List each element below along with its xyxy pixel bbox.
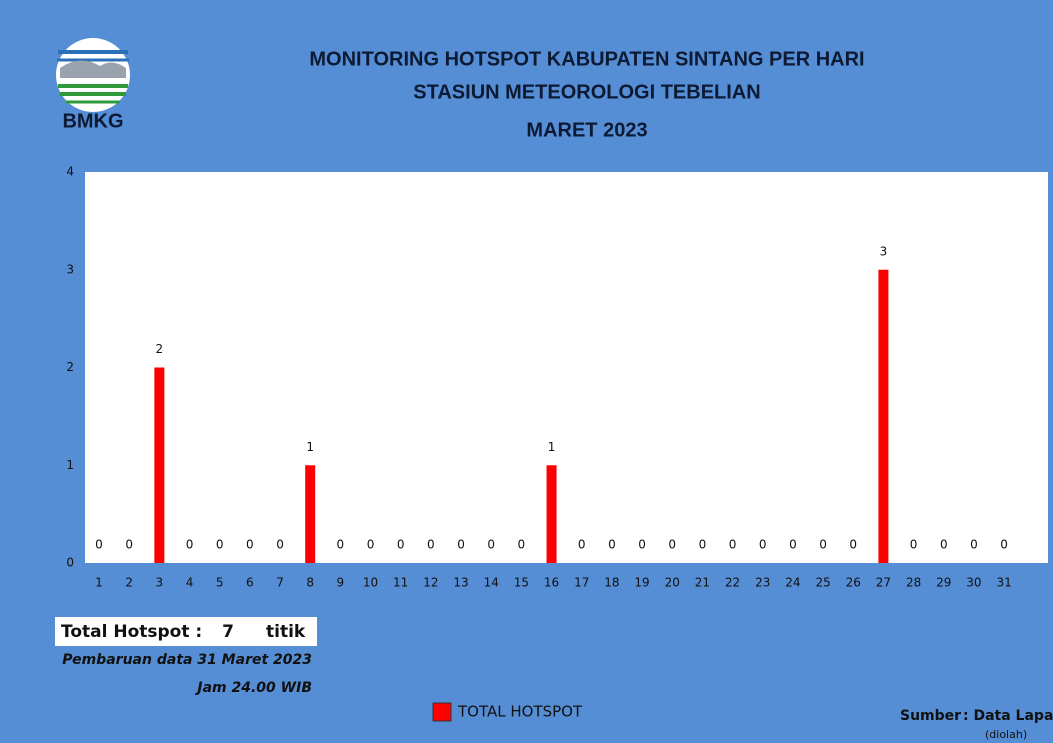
- bar: [546, 465, 557, 563]
- x-tick-label: 23: [755, 576, 770, 590]
- data-label: 1: [548, 440, 556, 454]
- bar: [305, 465, 316, 563]
- data-label: 0: [518, 538, 526, 552]
- data-label: 0: [367, 538, 375, 552]
- data-label: 0: [246, 538, 254, 552]
- legend-swatch: [432, 702, 452, 722]
- data-label: 0: [940, 538, 948, 552]
- x-tick-label: 24: [785, 576, 800, 590]
- x-tick-label: 12: [423, 576, 438, 590]
- x-tick-label: 10: [363, 576, 378, 590]
- x-tick-label: 1: [95, 576, 103, 590]
- data-label: 0: [910, 538, 918, 552]
- data-label: 0: [699, 538, 707, 552]
- x-tick-label: 18: [604, 576, 619, 590]
- x-tick-label: 29: [936, 576, 951, 590]
- x-tick-label: 3: [156, 576, 164, 590]
- x-tick-label: 25: [815, 576, 830, 590]
- x-tick-label: 31: [996, 576, 1011, 590]
- data-label: 0: [608, 538, 616, 552]
- data-label: 0: [1000, 538, 1008, 552]
- logo-text: BMKG: [62, 110, 123, 132]
- chart-title: MONITORING HOTSPOT KABUPATEN SINTANG PER…: [309, 48, 864, 70]
- summary-total: 7: [222, 622, 234, 642]
- time-text: Jam 24.00 WIB: [194, 680, 312, 696]
- x-tick-label: 11: [393, 576, 408, 590]
- y-tick-label: 2: [66, 360, 74, 374]
- x-tick-label: 5: [216, 576, 224, 590]
- x-tick-label: 17: [574, 576, 589, 590]
- data-label: 0: [789, 538, 797, 552]
- data-label: 0: [578, 538, 586, 552]
- data-label: 0: [186, 538, 194, 552]
- data-label: 0: [849, 538, 857, 552]
- data-label: 0: [216, 538, 224, 552]
- x-tick-label: 21: [695, 576, 710, 590]
- data-label: 0: [337, 538, 345, 552]
- y-tick-label: 0: [66, 556, 74, 570]
- data-label: 0: [970, 538, 978, 552]
- x-tick-label: 27: [876, 576, 891, 590]
- x-tick-label: 30: [966, 576, 981, 590]
- data-label: 1: [306, 440, 314, 454]
- summary-unit: titik: [266, 622, 306, 642]
- summary-box: [55, 617, 317, 646]
- x-tick-label: 4: [186, 576, 194, 590]
- x-tick-label: 22: [725, 576, 740, 590]
- data-label: 0: [487, 538, 495, 552]
- x-tick-label: 9: [337, 576, 345, 590]
- source-note: (diolah): [985, 728, 1027, 741]
- data-label: 0: [668, 538, 676, 552]
- update-text: Pembaruan data 31 Maret 2023: [62, 652, 312, 668]
- data-label: 0: [95, 538, 103, 552]
- data-label: 0: [638, 538, 646, 552]
- data-label: 0: [125, 538, 133, 552]
- source-label: Sumber: [900, 708, 961, 724]
- chart-subtitle: STASIUN METEOROLOGI TEBELIAN: [413, 81, 760, 103]
- x-tick-label: 20: [665, 576, 680, 590]
- x-tick-label: 7: [276, 576, 284, 590]
- bar: [154, 367, 165, 563]
- logo: BMKG: [56, 38, 130, 132]
- y-tick-label: 4: [66, 165, 74, 179]
- x-tick-label: 13: [453, 576, 468, 590]
- x-tick-label: 28: [906, 576, 921, 590]
- data-label: 0: [759, 538, 767, 552]
- data-label: 3: [880, 244, 888, 258]
- x-tick-label: 15: [514, 576, 529, 590]
- data-label: 0: [729, 538, 737, 552]
- data-label: 0: [397, 538, 405, 552]
- chart-period: MARET 2023: [526, 119, 647, 141]
- data-label: 0: [819, 538, 827, 552]
- bar: [878, 269, 889, 563]
- x-tick-label: 8: [306, 576, 314, 590]
- y-tick-label: 1: [66, 458, 74, 472]
- summary-label: Total Hotspot :: [61, 622, 202, 642]
- x-tick-label: 2: [125, 576, 133, 590]
- legend-label: TOTAL HOTSPOT: [457, 703, 583, 721]
- x-tick-label: 19: [634, 576, 649, 590]
- data-label: 0: [427, 538, 435, 552]
- x-tick-label: 26: [846, 576, 861, 590]
- y-tick-label: 3: [66, 262, 74, 276]
- plot-area: [85, 172, 1048, 563]
- data-label: 2: [156, 342, 164, 356]
- x-tick-label: 14: [484, 576, 499, 590]
- x-tick-label: 16: [544, 576, 559, 590]
- x-tick-label: 6: [246, 576, 254, 590]
- data-label: 0: [276, 538, 284, 552]
- data-label: 0: [457, 538, 465, 552]
- source-value: : Data Lapan: [963, 708, 1053, 724]
